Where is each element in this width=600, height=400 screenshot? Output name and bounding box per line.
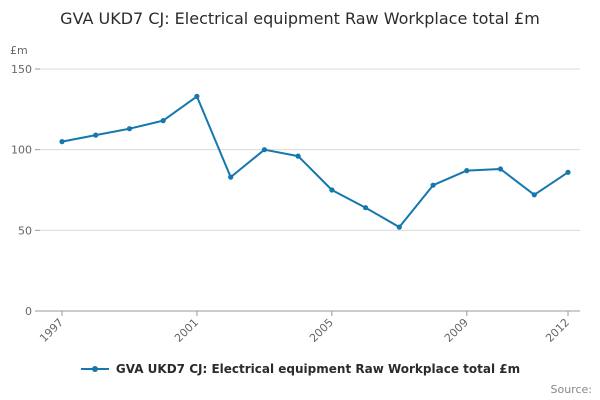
x-tick-label: 2009 <box>442 316 471 345</box>
x-tick-label: 1997 <box>37 316 66 345</box>
data-point <box>363 205 369 211</box>
data-point <box>396 224 402 230</box>
y-tick-label: 100 <box>11 144 32 157</box>
data-point <box>160 118 166 124</box>
data-point <box>329 187 335 193</box>
x-tick-label: 2012 <box>543 316 572 345</box>
data-point <box>295 153 301 159</box>
y-tick-label: 50 <box>18 224 32 237</box>
data-point <box>430 182 436 188</box>
chart-title: GVA UKD7 CJ: Electrical equipment Raw Wo… <box>60 9 540 28</box>
data-point <box>228 174 234 180</box>
legend-label: GVA UKD7 CJ: Electrical equipment Raw Wo… <box>115 362 521 376</box>
legend-item[interactable]: GVA UKD7 CJ: Electrical equipment Raw Wo… <box>0 362 600 376</box>
data-point <box>194 93 200 99</box>
data-point <box>59 139 65 145</box>
data-point <box>93 132 99 138</box>
y-tick-label: 0 <box>25 305 32 318</box>
line-chart: 0 50 100 150 1997 2001 2005 2009 2012 <box>11 63 580 345</box>
series-line <box>61 95 569 229</box>
data-point <box>565 169 571 175</box>
y-axis-unit-label: £m <box>10 44 28 57</box>
data-point <box>531 192 537 198</box>
y-tick-label: 150 <box>11 63 32 76</box>
source-label: Source: <box>550 383 593 396</box>
legend-line-marker <box>80 366 109 372</box>
x-tick-label: 2001 <box>172 316 201 345</box>
data-point <box>497 166 504 172</box>
x-tick-label: 2005 <box>307 316 336 345</box>
data-point <box>126 126 133 132</box>
data-point <box>261 147 267 153</box>
data-point <box>464 168 470 174</box>
